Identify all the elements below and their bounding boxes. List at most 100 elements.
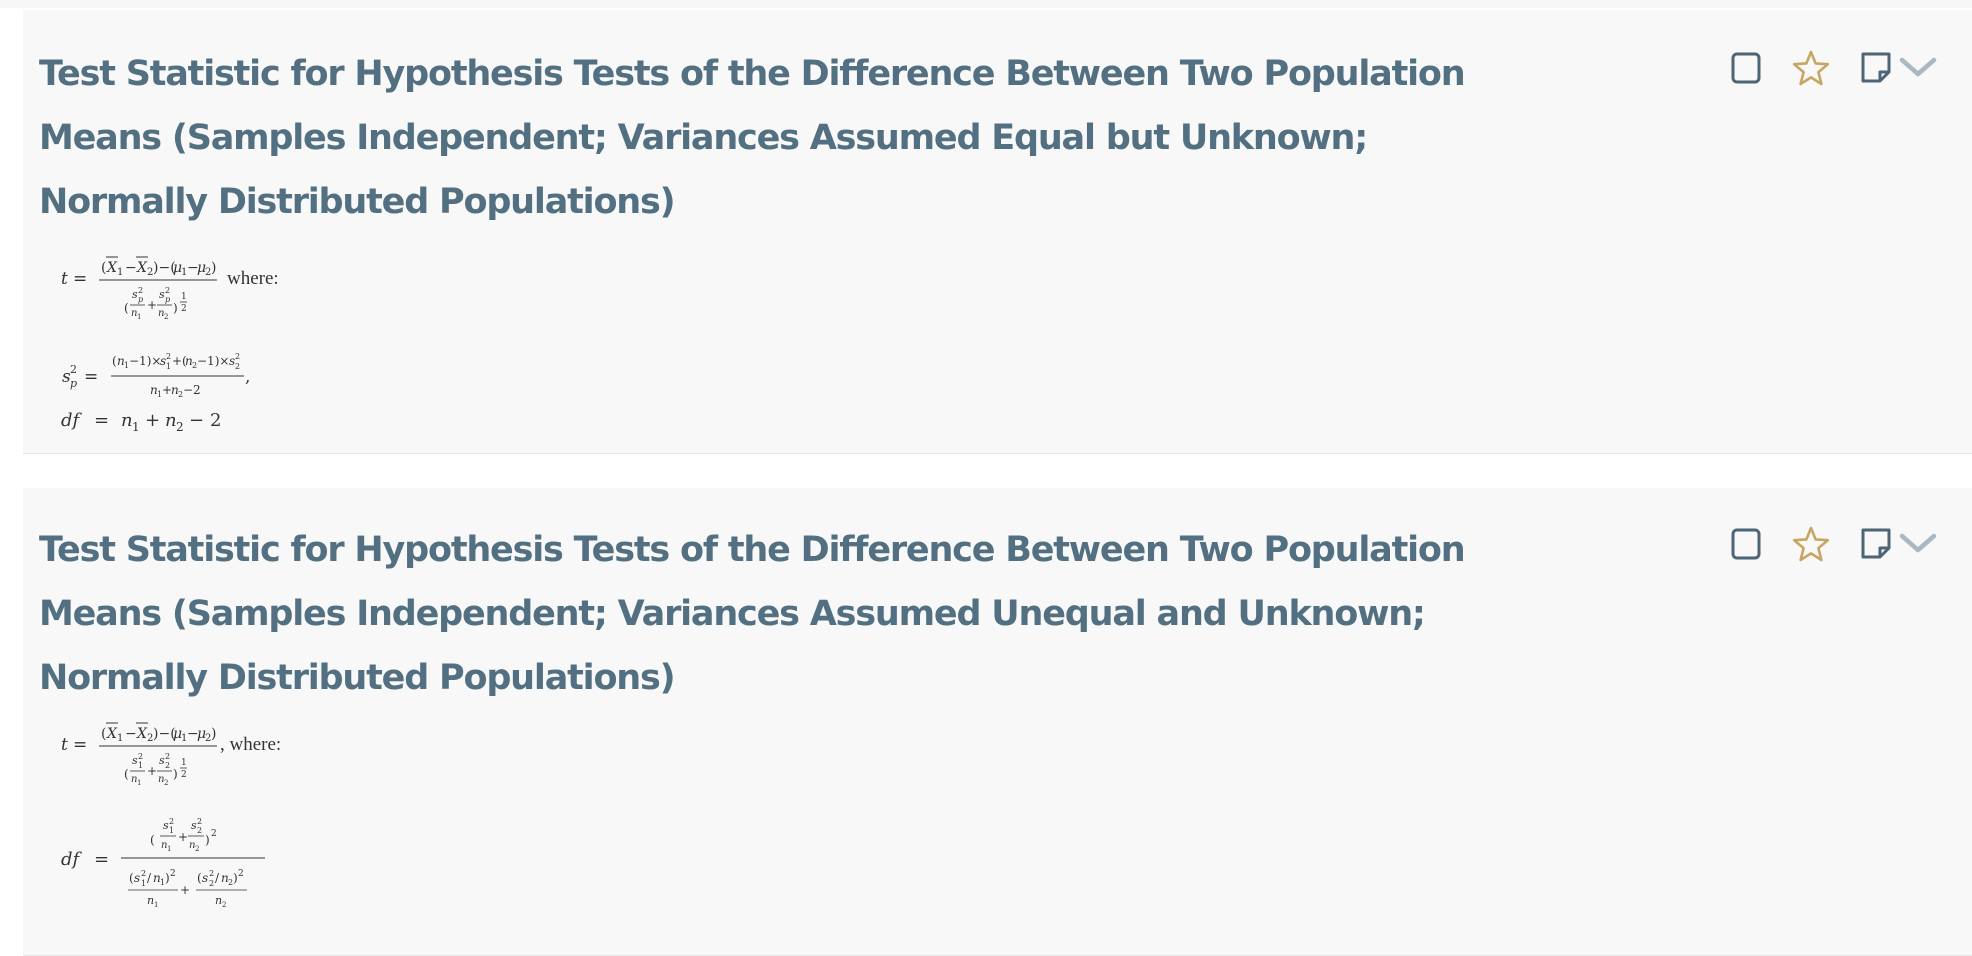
svg-text:n: n xyxy=(161,840,167,851)
svg-text:2: 2 xyxy=(205,267,211,278)
svg-text:1: 1 xyxy=(132,420,140,434)
svg-text:X: X xyxy=(136,260,148,276)
svg-text:2: 2 xyxy=(211,829,217,839)
svg-text:X: X xyxy=(106,260,118,276)
svg-text:1: 1 xyxy=(157,390,162,399)
svg-text:2: 2 xyxy=(195,845,199,853)
svg-text:1: 1 xyxy=(181,267,187,278)
svg-text:2: 2 xyxy=(205,733,211,744)
svg-text:2: 2 xyxy=(192,361,197,370)
svg-text:+: + xyxy=(145,410,160,431)
svg-text:+: + xyxy=(147,298,157,312)
svg-text:1: 1 xyxy=(137,779,141,787)
svg-text:2: 2 xyxy=(238,869,244,879)
svg-text:μ: μ xyxy=(173,260,182,276)
svg-text:): ) xyxy=(173,767,178,781)
svg-text:s: s xyxy=(229,354,235,368)
note-icon xyxy=(1861,52,1891,83)
card-title: Test Statistic for Hypothesis Tests of t… xyxy=(39,530,1466,698)
svg-text:p: p xyxy=(165,295,170,304)
svg-text:=: = xyxy=(73,735,87,755)
svg-text:2: 2 xyxy=(138,286,143,295)
svg-text:s: s xyxy=(159,754,165,767)
svg-text:2: 2 xyxy=(164,779,168,787)
svg-text:1: 1 xyxy=(160,878,165,887)
svg-text:/: / xyxy=(147,871,152,885)
svg-text:t: t xyxy=(61,269,68,289)
svg-text:−2: −2 xyxy=(183,383,201,397)
svg-text:): ) xyxy=(205,833,210,847)
star-icon xyxy=(1792,526,1830,562)
checkbox-button[interactable] xyxy=(1730,51,1762,85)
svg-text:n: n xyxy=(153,871,161,885)
svg-text:p: p xyxy=(138,295,143,304)
svg-text:2: 2 xyxy=(178,390,183,399)
svg-text:2: 2 xyxy=(235,352,240,361)
svg-text:1: 1 xyxy=(138,761,143,770)
svg-text:2: 2 xyxy=(235,362,240,371)
svg-text:1: 1 xyxy=(124,361,129,370)
expand-button[interactable] xyxy=(1898,53,1938,83)
svg-text:n: n xyxy=(215,894,222,907)
svg-text:1: 1 xyxy=(154,901,158,909)
svg-text:)−(: )−( xyxy=(153,260,176,276)
svg-text:=: = xyxy=(94,849,109,870)
svg-text:2: 2 xyxy=(197,817,202,826)
formula-card: Test Statistic for Hypothesis Tests of t… xyxy=(23,488,1972,956)
svg-text:): ) xyxy=(211,260,216,276)
svg-text:2: 2 xyxy=(138,752,143,761)
svg-text:(: ( xyxy=(150,833,155,847)
card-actions xyxy=(1730,526,1938,562)
svg-text:1: 1 xyxy=(117,733,123,744)
svg-text:n: n xyxy=(131,308,137,319)
svg-text:s: s xyxy=(132,754,138,767)
svg-text:+: + xyxy=(147,764,157,778)
svg-text:df: df xyxy=(61,849,83,870)
note-button[interactable] xyxy=(1858,50,1894,86)
svg-text:−: − xyxy=(187,260,199,276)
star-icon xyxy=(1792,50,1830,86)
svg-text:=: = xyxy=(94,410,109,431)
svg-text:(: ( xyxy=(101,726,106,742)
svg-text:2: 2 xyxy=(166,352,171,361)
svg-text:s: s xyxy=(191,819,197,832)
expand-button[interactable] xyxy=(1898,529,1938,559)
svg-text:(: ( xyxy=(129,871,134,885)
svg-text:2: 2 xyxy=(165,286,170,295)
svg-text:n: n xyxy=(117,354,125,368)
svg-text:1: 1 xyxy=(166,362,171,371)
svg-text:n: n xyxy=(189,840,195,851)
favorite-button[interactable] xyxy=(1792,526,1830,562)
top-strip xyxy=(0,0,1972,8)
svg-text:(: ( xyxy=(124,767,129,781)
svg-text:s: s xyxy=(163,819,169,832)
svg-text:/: / xyxy=(215,871,220,885)
svg-text:(: ( xyxy=(124,301,129,315)
svg-text:n: n xyxy=(121,410,133,431)
formula-block: t = ( X 1 − X 2 )−( μ 1 − μ 2 ) s 2 p n … xyxy=(39,242,359,446)
svg-text:2: 2 xyxy=(141,869,146,878)
svg-text:1: 1 xyxy=(137,313,141,321)
note-button[interactable] xyxy=(1858,526,1894,562)
svg-text:X: X xyxy=(106,726,118,742)
chevron-down-icon xyxy=(1899,533,1937,553)
svg-text:(: ( xyxy=(197,871,202,885)
favorite-button[interactable] xyxy=(1792,50,1830,86)
svg-text:n: n xyxy=(158,774,164,785)
svg-text:s: s xyxy=(62,367,71,387)
svg-text:n: n xyxy=(150,383,158,397)
formula-equations: t = ( X 1 − X 2 )−( μ 1 − μ 2 ) s 2 1 n … xyxy=(61,722,281,909)
svg-text:X: X xyxy=(136,726,148,742)
svg-text:t: t xyxy=(61,735,68,755)
checkbox-button[interactable] xyxy=(1730,527,1762,561)
svg-text:)−(: )−( xyxy=(153,726,176,742)
svg-text:p: p xyxy=(70,377,77,390)
svg-text:n: n xyxy=(221,871,229,885)
svg-text:2: 2 xyxy=(197,826,202,835)
formula-block: t = ( X 1 − X 2 )−( μ 1 − μ 2 ) s 2 1 n … xyxy=(39,708,359,952)
card-title: Test Statistic for Hypothesis Tests of t… xyxy=(39,54,1466,222)
svg-text:n: n xyxy=(171,383,179,397)
svg-text:2: 2 xyxy=(147,267,153,278)
svg-text:): ) xyxy=(173,301,178,315)
svg-text:1: 1 xyxy=(181,292,187,302)
